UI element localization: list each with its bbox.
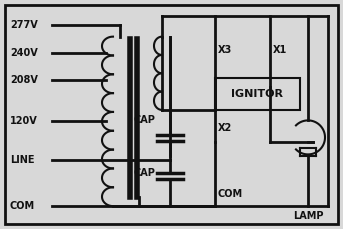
Text: IGNITOR: IGNITOR [232,89,284,99]
Text: COM: COM [10,201,35,211]
Text: 120V: 120V [10,116,38,126]
Bar [215,78,300,110]
Text: X1: X1 [273,45,287,55]
Text: 208V: 208V [10,75,38,85]
Text: LINE: LINE [10,155,35,165]
Text: 277V: 277V [10,20,38,30]
Text: 240V: 240V [10,48,38,58]
Text: COM: COM [218,188,243,199]
Text: CAP: CAP [133,168,155,178]
Text: X2: X2 [218,123,232,133]
Text: CAP: CAP [133,115,155,125]
Text: LAMP: LAMP [293,211,323,221]
Text: X3: X3 [218,45,232,55]
